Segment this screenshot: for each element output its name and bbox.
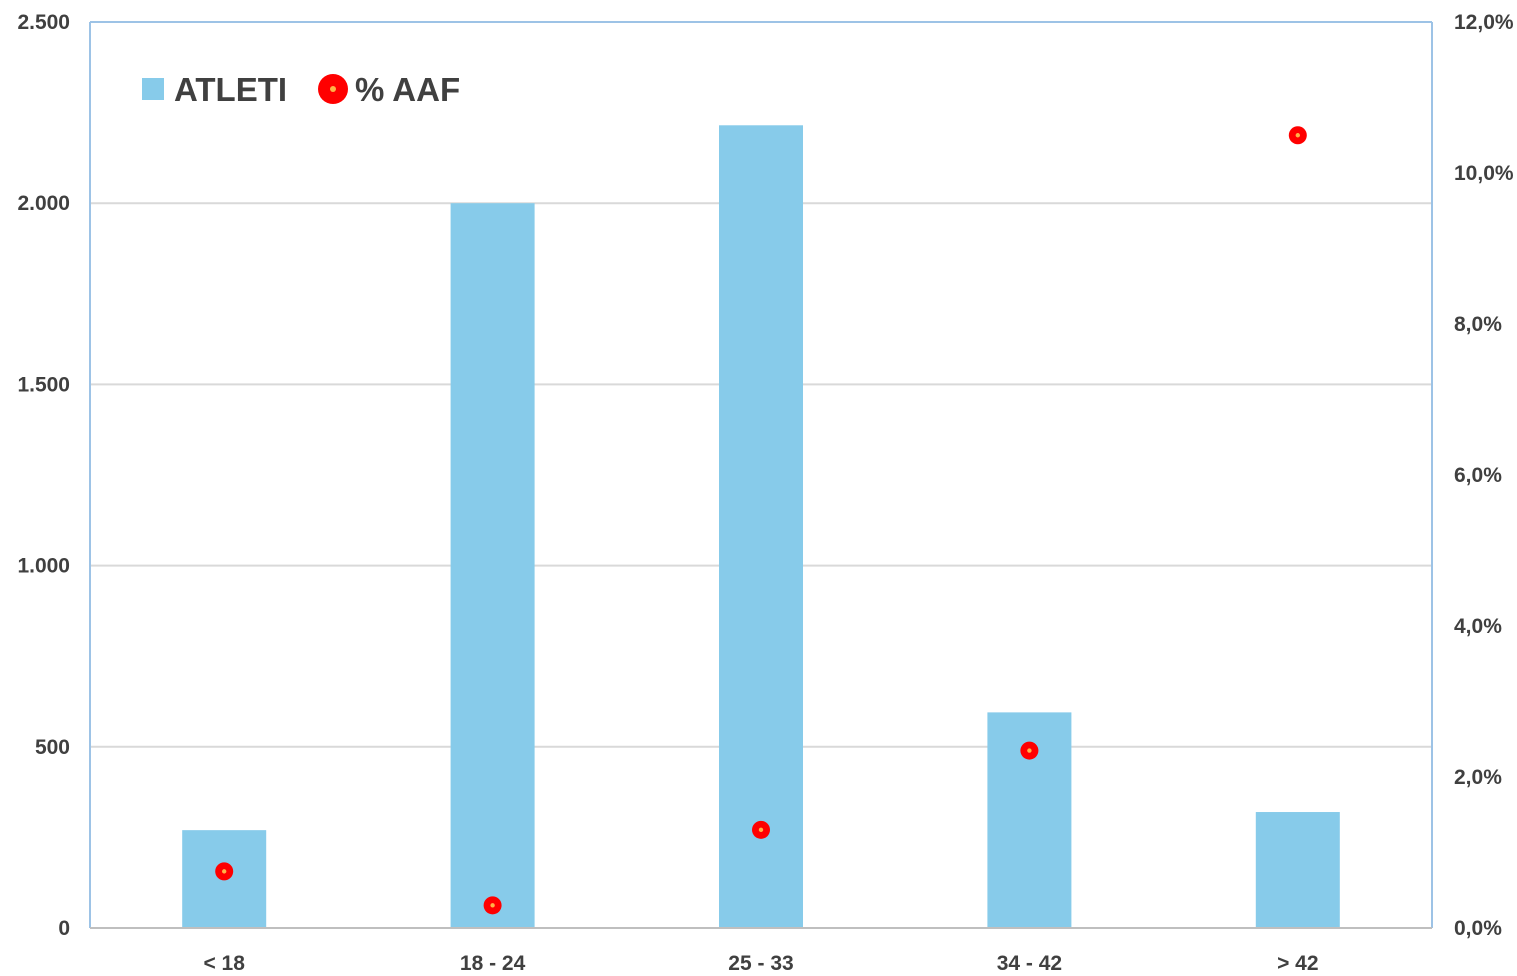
bar-1 — [450, 203, 535, 928]
right-axis-tick-labels: 0,0% 2,0% 4,0% 6,0% 8,0% 10,0% 12,0% — [1454, 11, 1514, 940]
x-axis-tick-labels: < 18 18 - 24 25 - 33 34 - 42 > 42 — [203, 952, 1318, 975]
left-tick-label-5: 2.500 — [17, 11, 70, 34]
bar-series-atleti — [182, 125, 1340, 928]
legend-swatch-atleti — [142, 78, 164, 100]
right-tick-label-5: 10,0% — [1454, 162, 1514, 185]
x-tick-label-0: < 18 — [203, 952, 245, 975]
x-tick-label-4: > 42 — [1277, 952, 1318, 975]
right-tick-label-4: 8,0% — [1454, 313, 1502, 336]
right-tick-label-6: 12,0% — [1454, 11, 1514, 34]
x-tick-label-3: 34 - 42 — [997, 952, 1062, 975]
dot-center-3 — [1027, 748, 1032, 753]
left-tick-label-1: 500 — [35, 736, 70, 759]
dot-center-4 — [1295, 133, 1301, 138]
dot-center-1 — [490, 903, 495, 908]
left-tick-label-2: 1.000 — [17, 555, 70, 578]
legend-label-atleti: ATLETI — [174, 71, 287, 108]
left-tick-label-3: 1.500 — [17, 373, 70, 396]
legend-swatch-aaf-center — [330, 86, 336, 92]
scatter-series-aaf — [215, 126, 1307, 915]
bar-4 — [1255, 812, 1340, 928]
left-axis-tick-labels: 0 500 1.000 1.500 2.000 2.500 — [17, 11, 70, 940]
bar-2 — [719, 125, 803, 928]
left-tick-label-4: 2.000 — [17, 192, 70, 215]
right-tick-label-0: 0,0% — [1454, 917, 1502, 940]
x-tick-label-2: 25 - 33 — [728, 952, 793, 975]
dot-center-0 — [222, 869, 227, 874]
right-tick-label-3: 6,0% — [1454, 464, 1502, 487]
axes — [89, 21, 1433, 929]
dot-center-2 — [758, 827, 764, 833]
right-tick-label-2: 4,0% — [1454, 615, 1502, 638]
right-tick-label-1: 2,0% — [1454, 766, 1502, 789]
x-tick-label-1: 18 - 24 — [460, 952, 526, 975]
legend: ATLETI % AAF — [142, 71, 460, 108]
left-tick-label-0: 0 — [58, 917, 70, 940]
legend-label-aaf: % AAF — [355, 71, 460, 108]
